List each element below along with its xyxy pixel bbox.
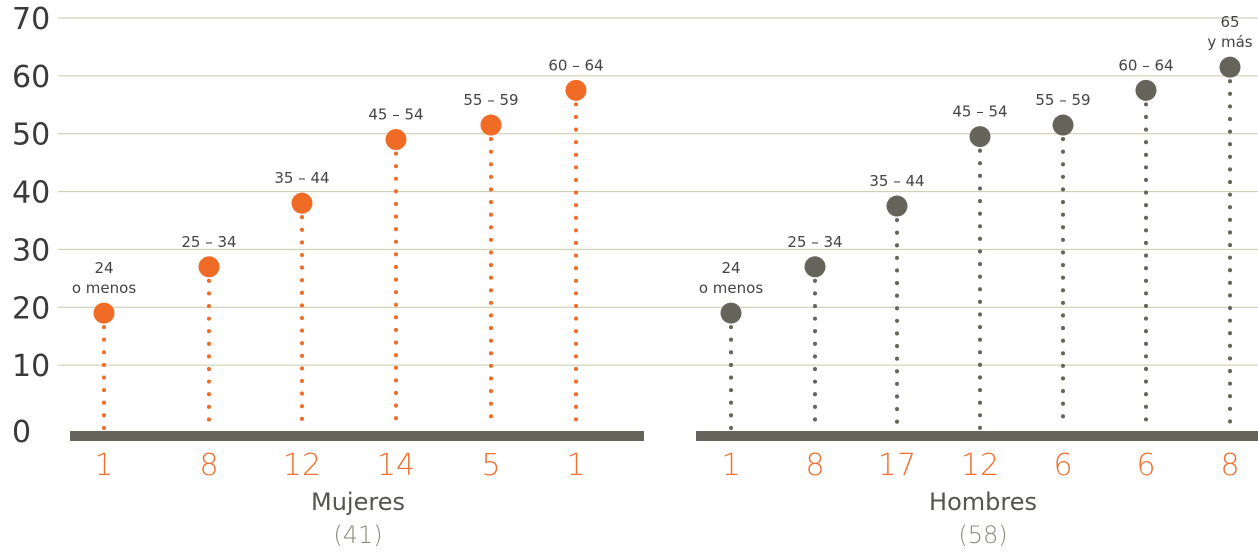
hombres-point: [720, 302, 742, 324]
hombres-age-label: 60 – 64: [1118, 56, 1173, 74]
mujeres-count-label: 1: [94, 448, 113, 483]
hombres-point: [886, 195, 908, 217]
mujeres-point: [480, 114, 502, 136]
hombres-point: [969, 126, 991, 148]
mujeres-count-label: 8: [199, 448, 218, 483]
mujeres-age-label: 45 – 54: [368, 106, 423, 124]
hombres-title: Hombres: [929, 488, 1037, 516]
y-tick-label: 70: [12, 2, 50, 37]
y-tick-label: 50: [12, 118, 50, 153]
y-tick-label: 40: [12, 176, 50, 211]
y-tick-label: 60: [12, 60, 50, 95]
mujeres-age-label: 35 – 44: [274, 169, 329, 187]
hombres-count-label: 8: [1220, 448, 1239, 483]
mujeres-age-label: 25 – 34: [181, 233, 236, 251]
baselines: [70, 431, 1258, 441]
y-tick-label: 30: [12, 233, 50, 268]
mujeres-baseline: [70, 431, 644, 441]
y-tick-label: 20: [12, 291, 50, 326]
mujeres-count-label: 5: [481, 448, 500, 483]
mujeres-count-label: 1: [566, 448, 585, 483]
hombres-age-label: 35 – 44: [869, 172, 924, 190]
hombres-point: [1219, 56, 1241, 78]
mujeres-title: Mujeres: [311, 488, 405, 516]
mujeres-point: [198, 256, 220, 278]
hombres-count-label: 17: [878, 448, 916, 483]
mujeres-total: (41): [333, 521, 382, 549]
hombres-total: (58): [958, 521, 1007, 549]
mujeres-count-label: 14: [377, 448, 415, 483]
hombres-age-label: y más: [1207, 33, 1252, 51]
mujeres-age-label: 60 – 64: [548, 56, 603, 74]
data-points: [93, 56, 1241, 324]
y-tick-label: 10: [12, 349, 50, 384]
mujeres-count-label: 12: [283, 448, 321, 483]
hombres-baseline: [696, 431, 1258, 441]
hombres-age-label: 55 – 59: [1035, 91, 1090, 109]
hombres-count-label: 8: [805, 448, 824, 483]
y-tick-label: 0: [12, 415, 31, 450]
mujeres-point: [385, 129, 407, 150]
mujeres-age-label: o menos: [72, 279, 136, 297]
hombres-count-label: 1: [721, 448, 740, 483]
y-axis: 0 10 20 30 40 50 60 70: [12, 2, 50, 450]
stems: [102, 79, 1232, 430]
hombres-count-label: 12: [961, 448, 999, 483]
mujeres-age-label: 24: [94, 259, 113, 277]
hombres-age-label: 25 – 34: [787, 233, 842, 251]
mujeres-point: [565, 79, 587, 101]
hombres-age-label: 45 – 54: [952, 103, 1007, 121]
hombres-age-label: 24: [721, 259, 740, 277]
mujeres-age-label: 55 – 59: [463, 91, 518, 109]
hombres-point: [804, 256, 826, 278]
gridlines: [58, 17, 1258, 366]
hombres-point: [1135, 79, 1157, 101]
hombres-count-label: 6: [1136, 448, 1155, 483]
hombres-age-label: o menos: [699, 279, 763, 297]
hombres-point: [1052, 114, 1074, 136]
mujeres-point: [291, 192, 313, 214]
labels: 24 o menos 1 25 – 34 8 35 – 44 12 45 – 54 14 55 –…: [72, 13, 1253, 549]
hombres-count-label: 6: [1053, 448, 1072, 483]
mujeres-point: [93, 302, 115, 324]
hombres-age-label: 65: [1220, 13, 1239, 31]
